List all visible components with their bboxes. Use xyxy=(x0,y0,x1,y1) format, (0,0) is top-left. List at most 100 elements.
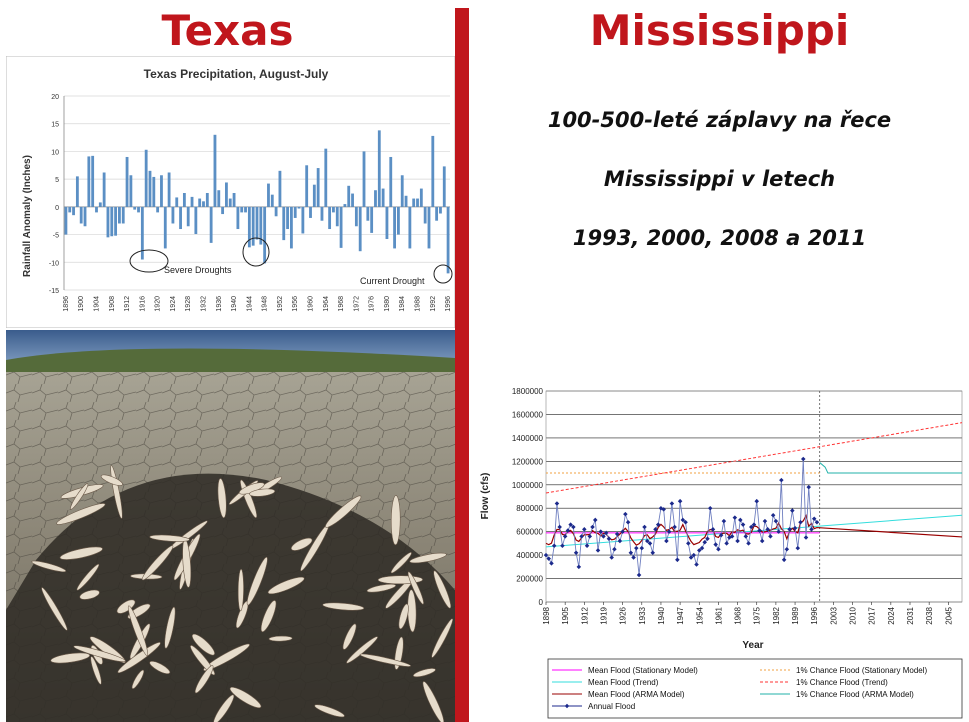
bar xyxy=(137,206,140,213)
drought-lakebed-photo xyxy=(6,330,455,722)
bar xyxy=(110,206,114,237)
annual-flood-point xyxy=(612,546,617,552)
dead-fish xyxy=(117,642,161,674)
bar xyxy=(339,206,343,248)
bar xyxy=(236,206,240,230)
dead-fish xyxy=(325,495,362,528)
y-tick-label: -15 xyxy=(49,288,59,295)
annual-flood-point xyxy=(735,538,740,544)
bar xyxy=(278,170,282,207)
bar xyxy=(427,206,431,249)
x-tick-label: 1928 xyxy=(185,296,192,312)
annual-flood-point xyxy=(803,535,809,540)
bar xyxy=(377,130,381,207)
bar xyxy=(202,201,205,207)
y-tick-label: 1800000 xyxy=(512,387,544,396)
x-tick-label: 1924 xyxy=(170,296,177,312)
bar xyxy=(148,170,152,207)
bar xyxy=(286,206,289,230)
slide-divider xyxy=(455,8,469,722)
dead-fish xyxy=(70,483,89,510)
dead-fish xyxy=(90,656,102,685)
annual-flood-point xyxy=(655,522,661,527)
x-tick-label: 2038 xyxy=(925,606,934,624)
bar xyxy=(301,206,305,234)
legend-label: Annual Flood xyxy=(588,702,635,711)
bar xyxy=(240,206,244,213)
current-drought-circle xyxy=(433,264,453,284)
x-axis-label: Year xyxy=(742,640,763,651)
dead-fish xyxy=(217,478,227,519)
legend: Mean Flood (Stationary Model) 1% Chance F… xyxy=(547,658,963,719)
annual-flood-point xyxy=(675,557,680,563)
annual-flood-point xyxy=(623,511,628,517)
dead-fish xyxy=(267,576,305,595)
bar xyxy=(87,156,91,207)
bar xyxy=(175,197,179,207)
dead-fish xyxy=(100,474,123,486)
annotation-severe-droughts: Severe Droughts xyxy=(164,265,232,275)
y-tick-label: 400000 xyxy=(516,551,543,560)
bar xyxy=(194,206,198,235)
bar xyxy=(439,206,442,214)
x-tick-label: 1912 xyxy=(580,606,589,624)
annual-flood-point xyxy=(683,520,688,525)
annual-flood-point xyxy=(576,564,582,570)
y-tick-label: -10 xyxy=(49,260,59,267)
bar xyxy=(125,156,129,207)
x-tick-label: 1984 xyxy=(399,296,406,312)
dead-fish xyxy=(398,603,409,630)
bar xyxy=(408,206,412,249)
bar xyxy=(72,206,75,216)
dead-fish xyxy=(433,570,452,609)
dead-fish xyxy=(390,552,412,574)
y-axis-label: Flow (cfs) xyxy=(480,473,491,520)
drought-annotations: Severe Droughts Current Drought xyxy=(129,237,453,286)
legend-label: Mean Flood (Stationary Model) xyxy=(588,666,698,675)
x-tick-label: 1916 xyxy=(139,296,146,312)
x-tick-label: 1900 xyxy=(78,296,85,312)
y-tick-label: 10 xyxy=(51,149,59,156)
severe-drought-circle-2 xyxy=(242,237,270,267)
annual-flood-point xyxy=(757,528,762,533)
dead-fish xyxy=(342,623,357,650)
dead-fish xyxy=(431,618,453,658)
bar xyxy=(267,183,270,207)
bar xyxy=(396,206,400,235)
p1-arma-line xyxy=(819,462,962,474)
chart-title: Texas Precipitation, August-July xyxy=(144,67,329,81)
bar xyxy=(354,206,358,227)
bar xyxy=(79,206,83,224)
bar xyxy=(213,134,217,207)
annual-flood-point xyxy=(718,532,724,538)
annual-flood-point xyxy=(754,498,759,504)
bar xyxy=(95,206,98,213)
x-tick-label: 1919 xyxy=(599,606,608,624)
flood-text-line-2: Mississippi v letech xyxy=(603,167,836,191)
bar xyxy=(263,206,267,264)
legend-marker xyxy=(564,703,570,709)
y-tick-label: 1000000 xyxy=(512,481,544,490)
bar xyxy=(140,206,144,260)
bar xyxy=(232,193,236,207)
x-tick-label: 1989 xyxy=(791,606,800,624)
bar xyxy=(255,206,259,240)
dead-fish xyxy=(194,665,214,694)
bar xyxy=(374,190,377,207)
dead-fish xyxy=(422,681,445,722)
bar xyxy=(316,168,320,207)
bar xyxy=(221,206,225,215)
dead-fish xyxy=(268,635,293,642)
bar xyxy=(144,149,148,207)
x-tick-label: 1898 xyxy=(542,606,551,624)
dead-fish xyxy=(346,636,378,664)
p1-trend-line xyxy=(545,422,963,494)
dead-fish xyxy=(127,605,149,656)
dead-fish xyxy=(409,552,447,564)
x-tick-label: 1905 xyxy=(561,606,570,624)
annual-flood-point xyxy=(776,529,781,534)
mean-arma-line xyxy=(545,513,963,546)
annual-flood-point xyxy=(543,552,549,558)
legend-label: 1% Chance Flood (Trend) xyxy=(796,678,888,687)
dead-fish xyxy=(249,488,276,497)
